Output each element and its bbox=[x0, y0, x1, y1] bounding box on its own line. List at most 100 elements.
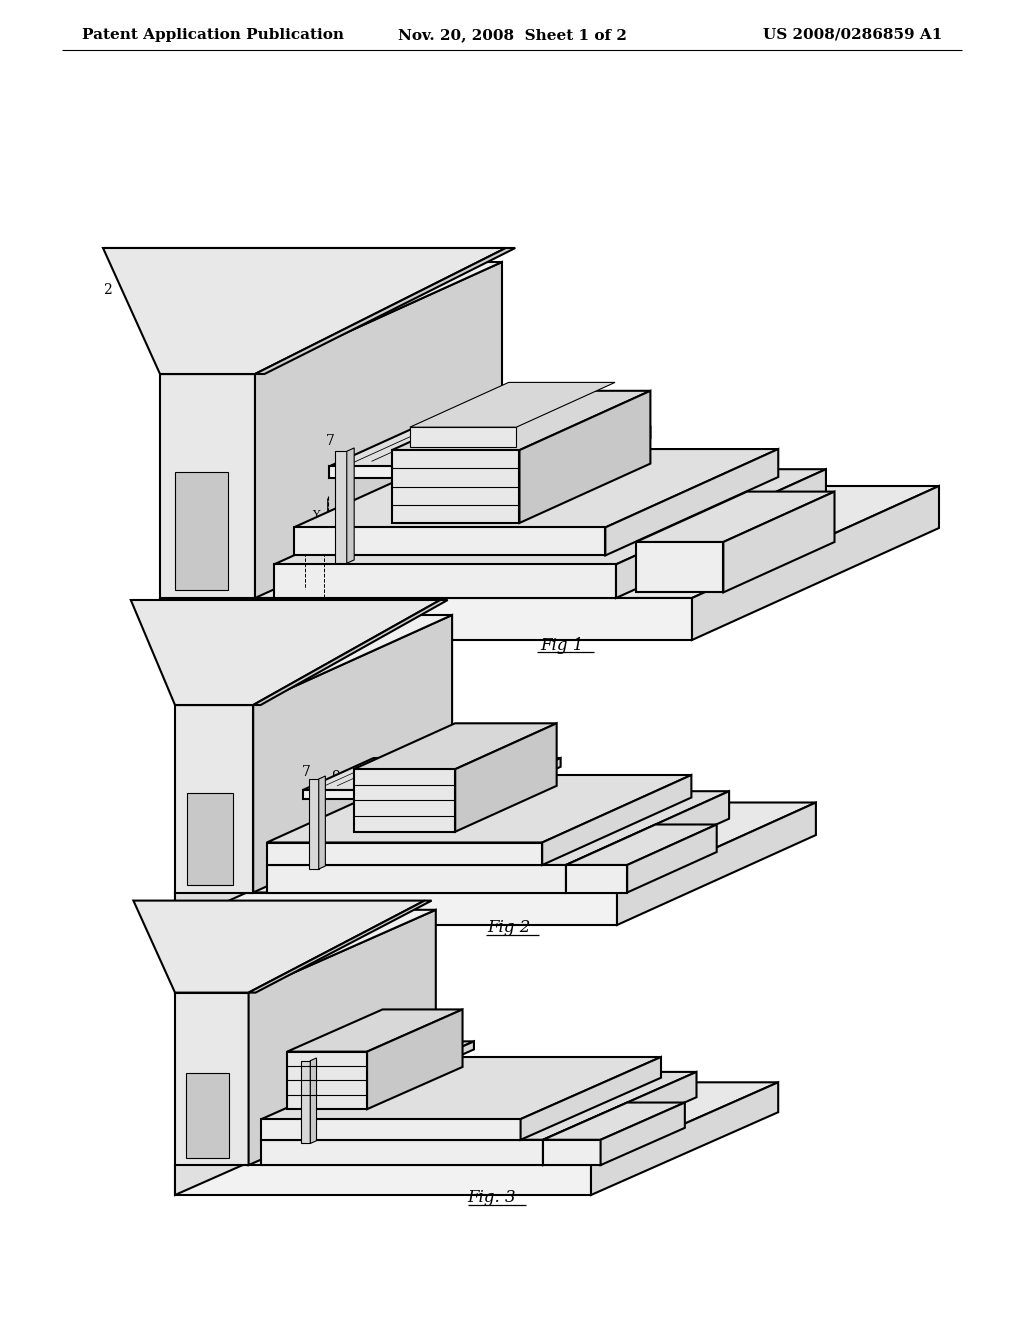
Polygon shape bbox=[408, 1041, 474, 1078]
Text: 10: 10 bbox=[439, 766, 458, 780]
Polygon shape bbox=[591, 1082, 778, 1195]
Text: 9: 9 bbox=[331, 770, 340, 784]
Polygon shape bbox=[267, 865, 566, 892]
Polygon shape bbox=[353, 770, 456, 832]
Polygon shape bbox=[261, 1119, 520, 1139]
Polygon shape bbox=[601, 1102, 685, 1166]
Text: 13: 13 bbox=[269, 627, 287, 642]
Text: 4: 4 bbox=[542, 477, 551, 491]
Polygon shape bbox=[287, 1052, 367, 1109]
Polygon shape bbox=[566, 825, 717, 865]
Text: 1: 1 bbox=[748, 552, 757, 566]
Polygon shape bbox=[303, 758, 561, 789]
Polygon shape bbox=[566, 791, 729, 892]
Polygon shape bbox=[294, 449, 778, 528]
Polygon shape bbox=[175, 1082, 778, 1166]
Polygon shape bbox=[261, 1072, 696, 1139]
Polygon shape bbox=[543, 1072, 696, 1166]
Polygon shape bbox=[520, 1057, 662, 1139]
Polygon shape bbox=[175, 909, 436, 993]
Text: 9: 9 bbox=[468, 496, 477, 510]
Text: 3: 3 bbox=[459, 787, 468, 801]
Polygon shape bbox=[160, 486, 407, 640]
Polygon shape bbox=[253, 615, 453, 892]
Polygon shape bbox=[617, 803, 816, 925]
Polygon shape bbox=[410, 428, 516, 446]
Text: 6: 6 bbox=[785, 521, 795, 535]
Polygon shape bbox=[261, 1139, 543, 1166]
Text: 14: 14 bbox=[299, 627, 317, 642]
Polygon shape bbox=[267, 791, 729, 865]
Text: Nov. 20, 2008  Sheet 1 of 2: Nov. 20, 2008 Sheet 1 of 2 bbox=[397, 28, 627, 42]
Polygon shape bbox=[175, 803, 374, 925]
Polygon shape bbox=[160, 261, 502, 374]
Text: x: x bbox=[508, 473, 514, 482]
Polygon shape bbox=[329, 466, 564, 478]
Text: Patent Application Publication: Patent Application Publication bbox=[82, 28, 344, 42]
Polygon shape bbox=[303, 789, 489, 799]
Polygon shape bbox=[336, 451, 347, 564]
Polygon shape bbox=[329, 428, 650, 466]
Polygon shape bbox=[605, 449, 778, 556]
Text: 2: 2 bbox=[102, 282, 112, 297]
Text: 8: 8 bbox=[440, 418, 450, 432]
Text: 3: 3 bbox=[531, 457, 541, 471]
Polygon shape bbox=[310, 1057, 316, 1143]
Polygon shape bbox=[318, 776, 326, 869]
Text: Y: Y bbox=[312, 510, 319, 520]
Polygon shape bbox=[692, 486, 939, 640]
Polygon shape bbox=[367, 1010, 463, 1109]
Polygon shape bbox=[160, 486, 939, 598]
Polygon shape bbox=[410, 383, 615, 428]
Polygon shape bbox=[249, 900, 432, 993]
Polygon shape bbox=[267, 842, 542, 865]
Polygon shape bbox=[274, 565, 616, 598]
Polygon shape bbox=[489, 758, 561, 799]
Polygon shape bbox=[294, 528, 605, 556]
Polygon shape bbox=[274, 469, 826, 565]
Polygon shape bbox=[175, 615, 453, 705]
Polygon shape bbox=[175, 1082, 362, 1195]
Polygon shape bbox=[175, 1166, 591, 1195]
Polygon shape bbox=[295, 1041, 474, 1071]
Polygon shape bbox=[301, 1061, 310, 1143]
Polygon shape bbox=[187, 792, 232, 884]
Text: 5: 5 bbox=[453, 766, 461, 780]
Text: 10: 10 bbox=[503, 440, 521, 453]
Polygon shape bbox=[133, 900, 425, 993]
Polygon shape bbox=[542, 775, 691, 865]
Polygon shape bbox=[175, 705, 253, 892]
Polygon shape bbox=[543, 1102, 685, 1139]
Polygon shape bbox=[287, 1010, 463, 1052]
Polygon shape bbox=[636, 543, 723, 593]
Polygon shape bbox=[627, 825, 717, 892]
Polygon shape bbox=[175, 993, 249, 1166]
Polygon shape bbox=[160, 598, 692, 640]
Polygon shape bbox=[616, 469, 826, 598]
Polygon shape bbox=[308, 779, 318, 869]
Polygon shape bbox=[519, 391, 650, 523]
Text: US 2008/0286859 A1: US 2008/0286859 A1 bbox=[763, 28, 942, 42]
Polygon shape bbox=[255, 248, 515, 374]
Polygon shape bbox=[564, 428, 650, 478]
Polygon shape bbox=[267, 775, 691, 842]
Polygon shape bbox=[255, 261, 502, 598]
Polygon shape bbox=[160, 374, 255, 598]
Text: 5: 5 bbox=[505, 432, 513, 446]
Polygon shape bbox=[303, 758, 561, 789]
Text: 7: 7 bbox=[326, 434, 335, 449]
Polygon shape bbox=[249, 909, 436, 1166]
Text: 7: 7 bbox=[302, 766, 310, 780]
Polygon shape bbox=[723, 491, 835, 593]
Polygon shape bbox=[261, 1057, 662, 1119]
Polygon shape bbox=[456, 723, 557, 832]
Text: 3: 3 bbox=[371, 1061, 380, 1074]
Polygon shape bbox=[253, 601, 447, 705]
Polygon shape bbox=[131, 601, 440, 705]
Polygon shape bbox=[392, 450, 519, 523]
Text: Fig. 3: Fig. 3 bbox=[467, 1189, 515, 1206]
Polygon shape bbox=[329, 428, 650, 466]
Polygon shape bbox=[347, 447, 354, 564]
Polygon shape bbox=[566, 865, 627, 892]
Polygon shape bbox=[392, 391, 650, 450]
